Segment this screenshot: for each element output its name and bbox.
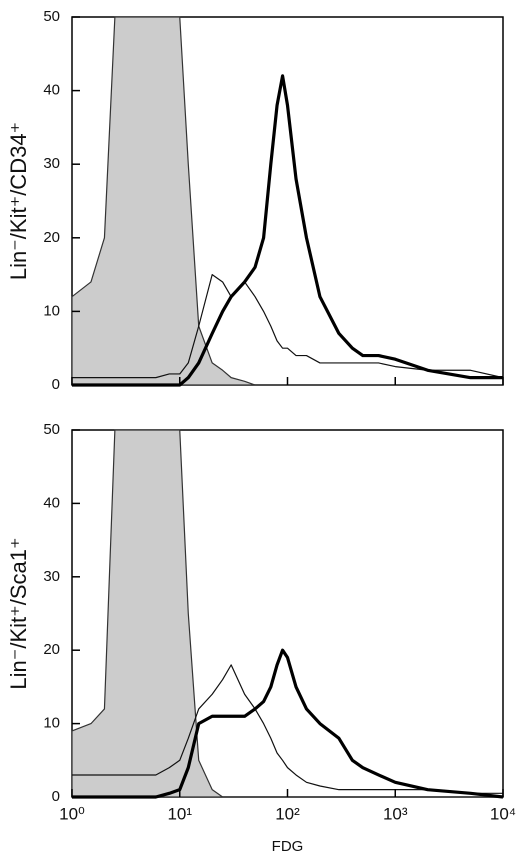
y-tick-label: 10 (43, 302, 60, 319)
histogram-line (72, 274, 504, 379)
x-tick-label: 10¹ (167, 804, 192, 823)
histogram-line (72, 74, 503, 387)
x-tick-label: 10² (275, 804, 300, 823)
x-tick-label: 10³ (383, 804, 408, 823)
y-axis-label: Lin⁻/Kit⁺/CD34⁺ (6, 122, 31, 280)
y-tick-label: 30 (43, 155, 60, 172)
y-tick-label: 0 (52, 788, 60, 805)
y-tick-label: 50 (43, 8, 60, 25)
x-tick-label: 10⁴ (490, 804, 516, 823)
histogram-area (71, 429, 504, 798)
y-tick-label: 40 (43, 82, 60, 99)
y-tick-label: 40 (43, 494, 60, 511)
y-tick-label: 10 (43, 715, 60, 732)
y-tick-label: 20 (43, 229, 60, 246)
y-tick-label: 50 (43, 421, 60, 438)
y-tick-label: 20 (43, 641, 60, 658)
histogram-area (71, 16, 504, 386)
y-axis-label: Lin⁻/Kit⁺/Sca1⁺ (6, 537, 31, 689)
x-axis-label: FDG (272, 838, 304, 855)
histogram-line (72, 648, 504, 799)
y-tick-label: 30 (43, 568, 60, 585)
x-tick-label: 10⁰ (59, 804, 85, 823)
y-tick-label: 0 (52, 376, 60, 393)
